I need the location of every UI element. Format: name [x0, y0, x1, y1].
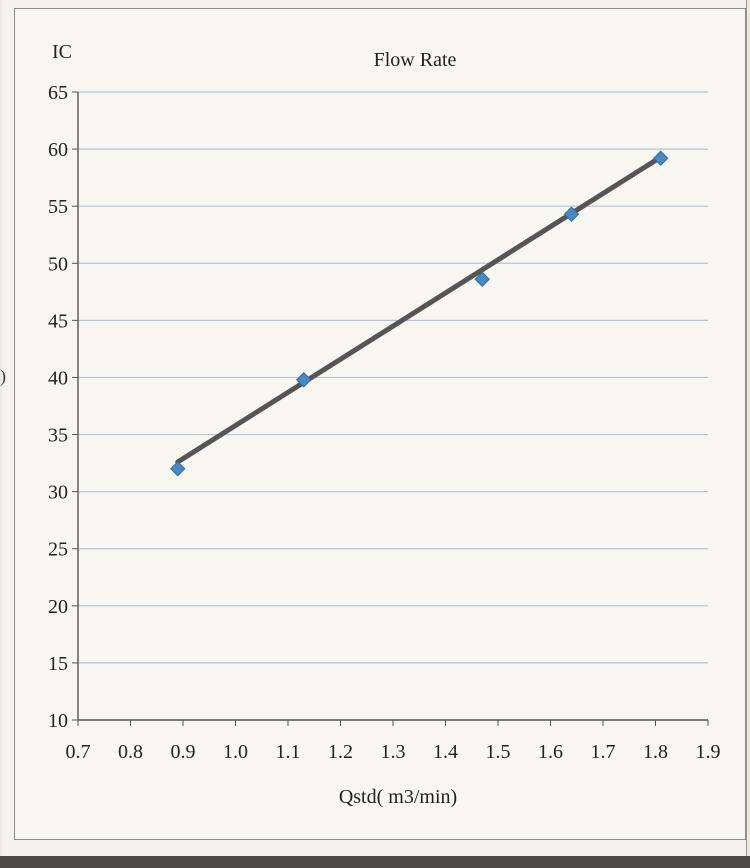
y-tick-label: 25 [48, 539, 68, 561]
x-tick-label: 1.0 [223, 741, 248, 763]
y-tick-label: 60 [48, 139, 68, 161]
edge-glyph: ) [0, 366, 6, 386]
x-tick-label: 1.8 [643, 741, 668, 763]
y-tick-label: 65 [48, 82, 68, 104]
y-tick-label: 20 [48, 596, 68, 618]
data-points [170, 150, 669, 477]
y-tick-labels: 10 15 20 25 30 35 40 45 50 55 60 65 [48, 82, 68, 732]
y-tick-label: 10 [48, 710, 68, 732]
data-point [170, 461, 186, 477]
axes [72, 91, 709, 726]
x-tick-label: 0.7 [66, 741, 91, 763]
y-tick-label: 15 [48, 653, 68, 675]
y-tick-label: 35 [48, 425, 68, 447]
x-tick-labels: 0.7 0.8 0.9 1.0 1.1 1.2 1.3 1.4 1.5 1.6 1.7 1.8 1.9 [66, 741, 721, 763]
y-tick-label: 30 [48, 482, 68, 504]
x-axis-label: Qstd( m3/min) [339, 786, 457, 808]
x-tick-label: 1.3 [381, 741, 406, 763]
data-point [563, 206, 580, 222]
y-tick-label: 50 [48, 253, 68, 275]
x-tick-label: 1.2 [328, 741, 353, 763]
data-point [474, 271, 490, 287]
x-tick-label: 0.9 [171, 741, 196, 763]
x-tick-label: 1.5 [486, 741, 511, 763]
y-tick-label: 40 [48, 367, 68, 389]
data-point [296, 372, 312, 388]
x-tick-label: 1.7 [591, 741, 616, 763]
x-tick-label: 1.1 [276, 741, 301, 763]
x-tick-label: 0.8 [118, 741, 143, 763]
chart-title: Flow Rate [374, 49, 457, 71]
y-axis-label: IC [52, 41, 72, 63]
trendline-group [175, 154, 664, 465]
x-tick-label: 1.6 [538, 741, 563, 763]
y-tick-label: 45 [48, 310, 68, 332]
chart-frame [14, 8, 746, 840]
trendline [175, 154, 664, 465]
data-point [653, 150, 669, 166]
x-tick-label: 1.9 [696, 741, 721, 763]
x-tick-label: 1.4 [433, 741, 458, 763]
y-tick-label: 55 [48, 196, 68, 218]
scan-bottom-edge [0, 856, 750, 868]
grid-lines [78, 91, 708, 664]
